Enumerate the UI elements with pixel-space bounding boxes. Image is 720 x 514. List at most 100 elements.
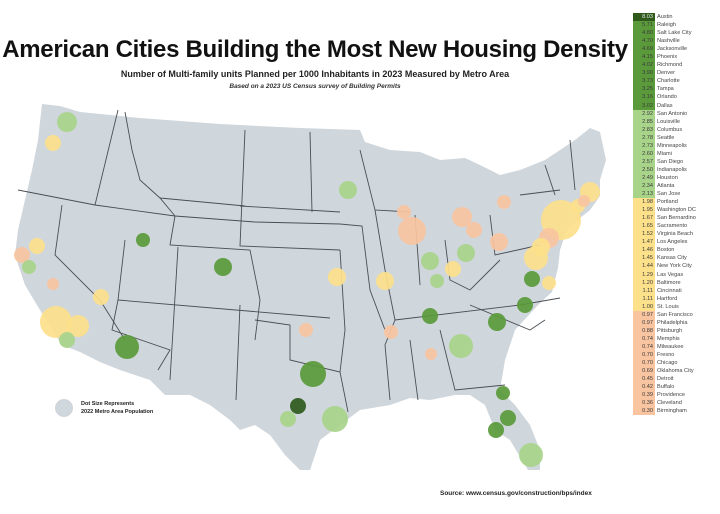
legend-row: 2.13 San Jose bbox=[633, 190, 719, 199]
legend-city: Seattle bbox=[657, 134, 675, 141]
legend-value: 2.85 bbox=[633, 117, 655, 126]
city-bubble: Birmingham bbox=[425, 348, 437, 360]
legend-city: Birmingham bbox=[657, 408, 687, 415]
city-bubble: Los Angeles bbox=[40, 306, 72, 338]
city-bubble: Columbus bbox=[457, 244, 475, 262]
city-bubble: Fresno bbox=[47, 278, 59, 290]
legend-value: 0.45 bbox=[633, 375, 655, 384]
legend-city: San Antonio bbox=[657, 110, 688, 117]
legend-value: 3.25 bbox=[633, 85, 655, 94]
legend-row: 0.45 Detroit bbox=[633, 375, 719, 384]
legend-row: 1.44 New York City bbox=[633, 262, 719, 271]
city-bubble: Cleveland bbox=[466, 222, 482, 238]
legend-row: 2.57 San Diego bbox=[633, 157, 719, 166]
source-citation: Source: www.census.gov/construction/bps/… bbox=[440, 490, 592, 497]
legend-value: 0.97 bbox=[633, 318, 655, 327]
legend-row: 0.70 Fresno bbox=[633, 350, 719, 360]
legend-city: Nashville bbox=[657, 38, 680, 45]
legend-value: 1.95 bbox=[633, 206, 655, 215]
legend-row: 0.70 Chicago bbox=[633, 359, 719, 368]
legend-row: 0.97 Philadelphia bbox=[633, 318, 719, 327]
us-map-svg: New York CityLos AngelesChicagoDallasHou… bbox=[14, 104, 606, 470]
city-bubble: Jacksonville bbox=[496, 386, 510, 400]
legend-row: 0.69 Oklahoma City bbox=[633, 367, 719, 376]
legend-value: 2.73 bbox=[633, 141, 655, 150]
legend-row: 1.52 Virginia Beach bbox=[633, 230, 719, 239]
legend-value: 0.69 bbox=[633, 367, 655, 376]
legend-value: 2.34 bbox=[633, 181, 655, 191]
legend-row: 0.39 Providence bbox=[633, 391, 719, 400]
city-bubble: Baltimore bbox=[532, 238, 550, 256]
legend-city: Fresno bbox=[657, 351, 675, 358]
legend-row: 1.29 Las Vegas bbox=[633, 270, 719, 279]
city-bubbles: New York CityLos AngelesChicagoDallasHou… bbox=[14, 112, 600, 467]
legend-city: Buffalo bbox=[657, 384, 675, 391]
city-bubble: Chicago bbox=[398, 217, 426, 245]
legend-city: New York City bbox=[657, 263, 692, 270]
city-bubble: San Diego bbox=[59, 332, 75, 348]
city-bubble: Dallas bbox=[300, 361, 326, 387]
legend-row: 2.78 Seattle bbox=[633, 133, 719, 142]
city-bubble: Buffalo bbox=[497, 195, 511, 209]
size-key: Dot Size Represents 2022 Metro Area Popu… bbox=[55, 399, 153, 417]
legend-city: Atlanta bbox=[657, 183, 675, 189]
legend-value: 0.97 bbox=[633, 310, 655, 319]
legend-city: Las Vegas bbox=[657, 271, 684, 278]
legend-value: 3.73 bbox=[633, 77, 655, 86]
city-bubble: Atlanta bbox=[449, 334, 473, 358]
legend-city: Cleveland bbox=[657, 400, 682, 407]
legend-value: 1.00 bbox=[633, 302, 655, 311]
legend-row: 4.15 Phoenix bbox=[633, 53, 719, 62]
legend-row: 2.49 Houston bbox=[633, 173, 719, 182]
legend-row: 2.92 San Antonio bbox=[633, 109, 719, 118]
city-bubble: Pittsburgh bbox=[490, 233, 508, 251]
city-bubble: Las Vegas bbox=[93, 289, 109, 305]
size-key-line1: Dot Size Represents bbox=[81, 401, 135, 407]
legend-value: 8.03 bbox=[633, 13, 655, 22]
chart-subtitle: Number of Multi-family units Planned per… bbox=[120, 69, 510, 79]
legend-row: 1.46 Boston bbox=[633, 246, 719, 255]
city-bubble: San Jose bbox=[22, 260, 36, 274]
legend-city: St. Louis bbox=[657, 303, 679, 310]
legend-value: 2.60 bbox=[633, 149, 655, 158]
legend-city: Orlando bbox=[657, 94, 677, 101]
legend-row: 1.11 Cincinnati bbox=[633, 286, 719, 295]
city-bubble: Miami bbox=[519, 443, 543, 467]
legend-city: Boston bbox=[657, 247, 675, 254]
city-bubble: Charlotte bbox=[488, 313, 506, 331]
legend-city: Baltimore bbox=[657, 279, 681, 286]
legend-value: 0.30 bbox=[633, 407, 655, 416]
legend-value: 4.69 bbox=[633, 45, 655, 54]
size-key-line2: 2022 Metro Area Population bbox=[81, 409, 154, 415]
legend-row: 4.70 Nashville bbox=[633, 37, 719, 46]
legend-row: 1.98 Portland bbox=[633, 198, 719, 207]
legend-value: 2.13 bbox=[633, 190, 655, 199]
legend-row: 3.16 Orlando bbox=[633, 93, 719, 102]
legend-row: 0.74 Memphis bbox=[633, 334, 719, 343]
legend-value: 0.74 bbox=[633, 342, 655, 351]
legend-city: Phoenix bbox=[657, 54, 678, 61]
legend-row: 3.25 Tampa bbox=[633, 85, 719, 94]
legend-value: 5.71 bbox=[633, 21, 655, 30]
city-bubble: Louisville bbox=[430, 274, 444, 288]
city-bubble: Seattle bbox=[57, 112, 77, 132]
chart-title: American Cities Building the Most New Ho… bbox=[2, 36, 628, 63]
legend-value: 0.70 bbox=[633, 350, 655, 360]
legend-value: 1.11 bbox=[633, 294, 655, 303]
us-landmass bbox=[15, 104, 606, 470]
legend-value: 3.02 bbox=[633, 101, 655, 110]
city-bubble: Kansas City bbox=[328, 268, 346, 286]
legend-value: 4.15 bbox=[633, 53, 655, 62]
legend-row: 2.60 Miami bbox=[633, 149, 719, 158]
legend-city: San Diego bbox=[657, 158, 684, 165]
legend-row: 0.36 Cleveland bbox=[633, 399, 719, 408]
city-bubble: Sacramento bbox=[29, 238, 45, 254]
legend-city: San Bernardino bbox=[657, 215, 696, 222]
legend-value: 1.65 bbox=[633, 222, 655, 231]
city-bubble: Cincinnati bbox=[445, 261, 461, 277]
legend-city: Tampa bbox=[657, 86, 674, 93]
city-bubble: San Antonio bbox=[280, 411, 296, 427]
legend-row: 1.00 St. Louis bbox=[633, 302, 719, 311]
legend-row: 3.02 Dallas bbox=[633, 101, 719, 110]
legend-city: Memphis bbox=[657, 335, 680, 342]
